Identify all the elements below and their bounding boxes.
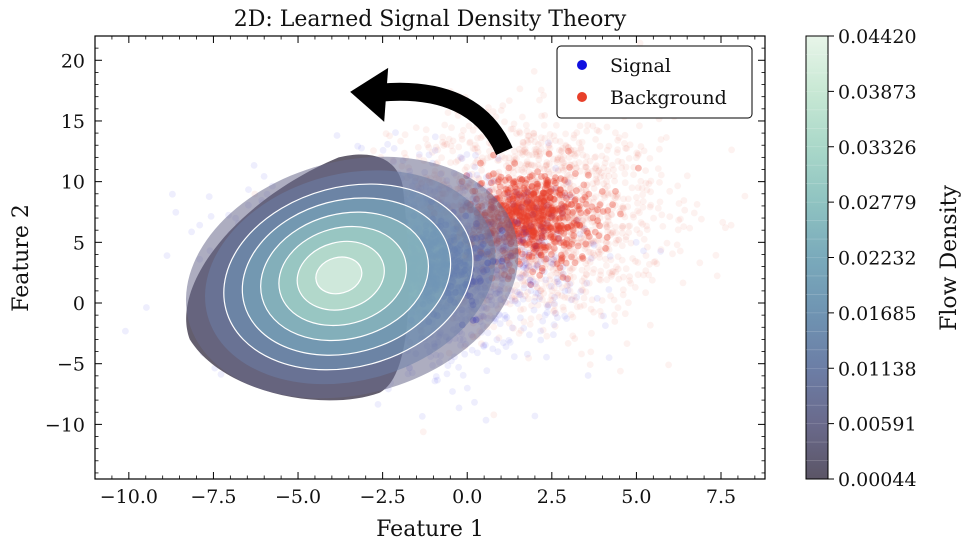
series-background-core [427,147,642,288]
x-axis-title: Feature 1 [376,517,484,542]
y-tick-label: 10 [61,172,85,194]
y-tick-label: 5 [73,232,85,254]
colorbar-title: Flow Density [937,185,962,331]
legend-marker-background [577,92,587,102]
legend: Signal Background [556,45,753,119]
x-tick-label: 7.5 [706,486,736,508]
x-tick-label: −10.0 [100,486,158,508]
legend-label-signal: Signal [610,55,671,77]
legend-box [556,45,753,119]
x-tick-label: −2.5 [360,486,406,508]
legend-marker-signal [577,60,587,70]
colorbar: 0.00044 0.00591 0.01138 0.01685 0.02232 0.027… [805,26,917,491]
density-layer [185,154,519,401]
chart-title: 2D: Learned Signal Density Theory [234,7,627,32]
colorbar-tick-label: 0.03326 [838,137,917,159]
x-tick-label: 5.0 [621,486,651,508]
y-axis: −10 −5 0 5 10 15 20 [45,47,765,474]
x-tick-label: −5.0 [275,486,321,508]
arrow-annotation [350,67,513,156]
arrow-shaft [377,82,513,156]
x-tick-label: 0.0 [452,486,482,508]
plot-frame [94,35,766,480]
x-tick-label: −7.5 [190,486,236,508]
density-contour-level [315,256,363,295]
colorbar-tick-label: 0.01138 [838,358,917,380]
arrow-head [350,67,389,122]
colorbar-tick-label: 0.02232 [838,248,917,270]
y-tick-label: −10 [45,414,85,436]
y-tick-label: 15 [61,111,85,133]
colorbar-tick-label: 0.04420 [838,26,917,48]
colorbar-tick-label: 0.01685 [838,303,917,325]
x-axis: −10.0 −7.5 −5.0 −2.5 0.0 2.5 5.0 7.5 [100,36,756,508]
y-tick-label: −5 [57,354,85,376]
y-tick-label: 0 [73,293,85,315]
y-tick-label: 20 [61,50,85,72]
y-axis-title: Feature 2 [9,204,34,312]
colorbar-tick-label: 0.00591 [838,414,917,436]
colorbar-tick-label: 0.03873 [838,81,917,103]
x-tick-label: 2.5 [537,486,567,508]
colorbar-tick-label: 0.00044 [838,469,917,491]
colorbar-tick-label: 0.02779 [838,192,917,214]
legend-label-background: Background [610,87,727,109]
